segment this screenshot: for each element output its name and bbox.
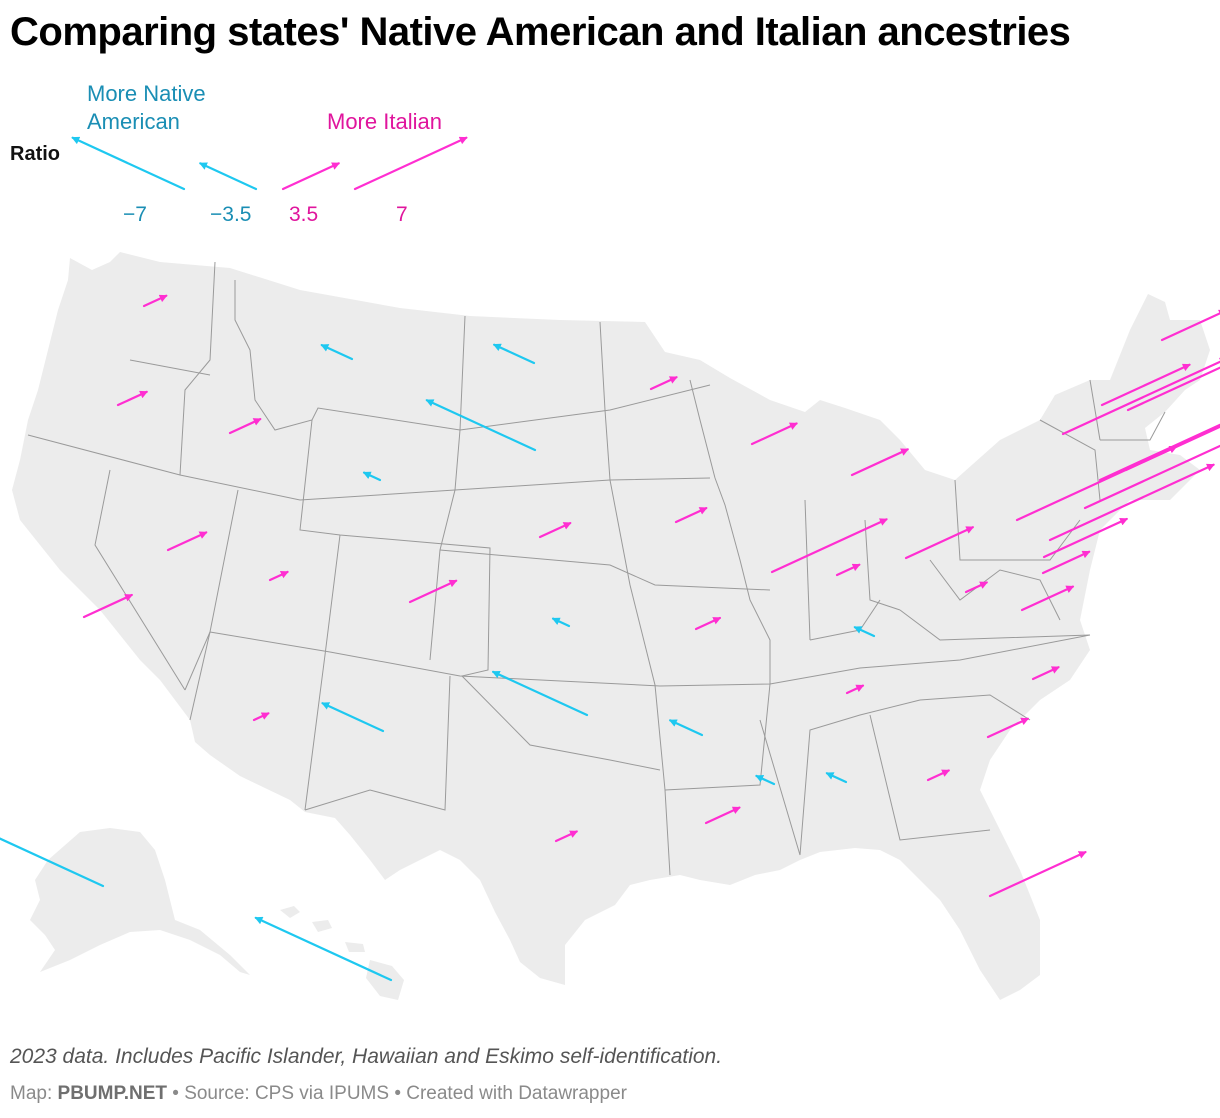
- border-line: [94, 469, 186, 691]
- border-line: [129, 359, 211, 376]
- state-arrow-ak: [0, 837, 105, 888]
- state-arrow-co: [408, 579, 458, 604]
- state-arrow-or: [116, 390, 148, 407]
- state-arrow-de: [1042, 517, 1129, 559]
- state-arrow-al: [825, 772, 848, 784]
- legend-value-neg3-5: −3.5: [210, 203, 252, 226]
- legend-native-label: More Native American: [87, 81, 206, 134]
- state-arrow-ky: [853, 626, 876, 638]
- border-line: [954, 479, 1081, 561]
- state-arrow-oh: [904, 526, 975, 560]
- state-arrow-ks: [551, 617, 571, 628]
- state-arrow-ca: [82, 593, 134, 619]
- legend-arrow-3: [353, 136, 468, 191]
- state-arrow-wa: [142, 294, 168, 308]
- state-arrow-nv: [166, 531, 208, 552]
- state-arrow-me: [1160, 309, 1220, 342]
- legend-arrow-1: [198, 162, 258, 191]
- border-line: [429, 315, 466, 661]
- state-arrow-nj: [1048, 463, 1215, 542]
- lower-48-landmass: [12, 252, 1210, 1000]
- state-arrow-nh: [1126, 366, 1220, 412]
- state-arrow-ct: [1083, 444, 1220, 510]
- border-line: [234, 280, 711, 431]
- border-line: [27, 434, 711, 501]
- state-arrow-az: [252, 712, 270, 722]
- state-arrow-md: [1041, 550, 1091, 575]
- chart-notes: 2023 data. Includes Pacific Islander, Ha…: [10, 1045, 723, 1068]
- border-line: [664, 683, 771, 791]
- state-arrow-mn: [649, 376, 678, 391]
- state-arrow-va: [1020, 585, 1075, 612]
- legend-italian-label: More Italian: [327, 109, 442, 134]
- state-arrow-sc: [986, 717, 1030, 739]
- state-arrow-mi: [850, 448, 910, 477]
- legend-value-neg7: −7: [123, 203, 147, 226]
- legend-title: Ratio: [10, 143, 60, 165]
- border-line: [304, 675, 451, 811]
- border-line: [864, 519, 901, 611]
- state-arrow-id: [228, 418, 262, 435]
- state-arrow-sd: [425, 399, 537, 452]
- credit-suffix: • Source: CPS via IPUMS • Created with D…: [166, 1083, 627, 1104]
- border-line: [189, 631, 211, 721]
- state-arrow-wv: [964, 581, 989, 594]
- state-arrow-ar: [668, 719, 704, 737]
- state-arrow-mt: [320, 344, 354, 361]
- state-arrow-ut: [268, 570, 289, 582]
- state-arrow-in: [835, 563, 861, 577]
- border-line: [179, 261, 216, 476]
- state-arrow-ok: [491, 670, 589, 717]
- border-line: [304, 534, 341, 811]
- land: [12, 252, 1210, 1000]
- state-arrow-vt: [1100, 363, 1191, 407]
- chart-title: Comparing states' Native American and It…: [10, 10, 1071, 54]
- border-line: [1100, 411, 1166, 441]
- state-arrow-ia: [674, 507, 708, 524]
- state-arrow-ri: [1098, 423, 1220, 482]
- legend-value-3-5: 3.5: [289, 203, 319, 226]
- legend-arrow-0: [71, 136, 186, 191]
- border-line: [209, 631, 1091, 687]
- state-arrow-nm: [321, 702, 385, 733]
- border-line: [919, 694, 1031, 721]
- border-line: [299, 419, 661, 771]
- chart-credit: Map: PBUMP.NET • Source: CPS via IPUMS •…: [10, 1083, 627, 1105]
- state-arrow-tx: [554, 830, 579, 843]
- state-arrow-fl: [988, 851, 1087, 898]
- state-arrow-wy: [362, 471, 382, 482]
- state-arrow-ma: [1124, 425, 1220, 472]
- state-borders: [27, 261, 1166, 876]
- border-line: [929, 559, 1061, 621]
- border-line: [439, 549, 771, 591]
- legend-arrows: [71, 136, 468, 191]
- state-arrow-nc: [1031, 666, 1060, 681]
- state-arrow-wi: [750, 422, 798, 446]
- legend-arrow-2: [281, 162, 341, 191]
- border-line: [714, 477, 771, 684]
- alaska-landmass: [30, 828, 250, 975]
- state-arrow-il: [770, 518, 888, 574]
- border-line: [1089, 379, 1101, 441]
- legend-value-7: 7: [396, 203, 408, 226]
- state-arrow-ms: [755, 774, 776, 786]
- border-line: [759, 699, 921, 856]
- state-arrow-hi: [254, 916, 393, 982]
- border-line: [804, 499, 811, 641]
- state-arrow-ne: [538, 522, 572, 539]
- state-arrows: [0, 294, 1220, 982]
- state-arrow-nd: [492, 343, 536, 365]
- state-arrow-tn: [845, 684, 865, 695]
- border-line: [689, 379, 716, 479]
- credit-prefix: Map:: [10, 1083, 58, 1104]
- state-arrow-ga: [926, 769, 951, 782]
- state-arrow-mo: [694, 616, 722, 631]
- credit-source-name: PBUMP.NET: [57, 1083, 167, 1104]
- state-arrow-ny: [1061, 357, 1220, 436]
- border-line: [899, 609, 1091, 641]
- state-arrow-la: [704, 806, 741, 825]
- border-line: [869, 714, 991, 841]
- hawaii-islands: [280, 906, 404, 1000]
